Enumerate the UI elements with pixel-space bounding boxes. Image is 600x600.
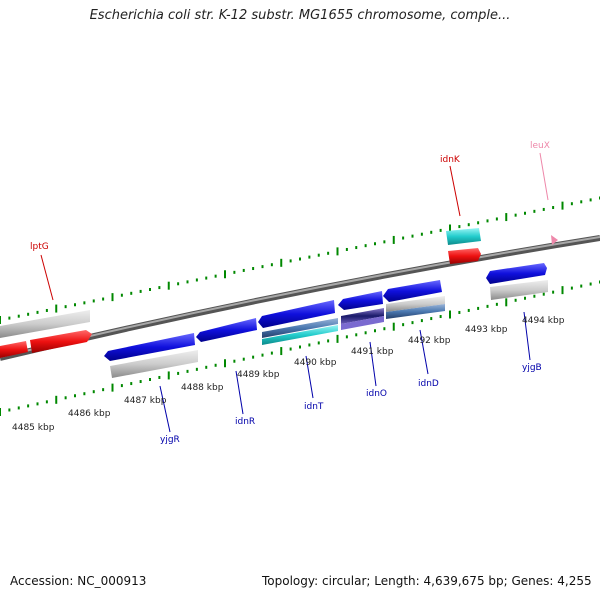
chromosome-backbone (0, 235, 600, 361)
scale-label: 4488 kbp (181, 383, 224, 393)
scale-label: 4492 kbp (408, 336, 451, 346)
scale-label: 4491 kbp (351, 347, 394, 357)
feature-idnk[interactable] (446, 228, 481, 264)
scale-label: 4493 kbp (465, 325, 508, 335)
feature-leux[interactable] (551, 235, 558, 245)
gene-label-yjgb[interactable]: yjgB (522, 363, 542, 373)
accession-text: Accession: NC_000913 (10, 574, 147, 588)
feature-idnr[interactable] (196, 318, 257, 342)
feature-lptg[interactable] (0, 330, 92, 358)
scale-labels: 4485 kbp 4486 kbp 4487 kbp 4488 kbp 4489… (12, 316, 565, 433)
feature-yjgr[interactable] (104, 333, 198, 378)
scale-label: 4485 kbp (12, 423, 55, 433)
gene-label-idnt[interactable]: idnT (304, 402, 324, 412)
scale-label: 4489 kbp (237, 370, 280, 380)
gene-label-idno[interactable]: idnO (366, 389, 387, 399)
feature-lptg-pseudo[interactable] (0, 310, 90, 338)
leader-lines (40, 152, 549, 433)
gene-label-idnk[interactable]: idnK (440, 155, 461, 165)
scale-label: 4487 kbp (124, 396, 167, 406)
tick-track-upper (0, 196, 600, 324)
map-title: Escherichia coli str. K-12 substr. MG165… (89, 8, 511, 23)
feature-idnd[interactable] (383, 280, 445, 319)
feature-idnt[interactable] (258, 300, 338, 345)
gene-label-idnr[interactable]: idnR (235, 417, 255, 427)
gene-label-lptg[interactable]: lptG (30, 242, 49, 252)
topology-text: Topology: circular; Length: 4,639,675 bp… (262, 574, 592, 588)
scale-label: 4490 kbp (294, 358, 337, 368)
scale-label: 4486 kbp (68, 409, 111, 419)
tick-track-lower (0, 280, 600, 416)
gene-label-yjgr[interactable]: yjgR (160, 435, 180, 445)
feature-idno[interactable] (338, 291, 384, 330)
gene-label-leux[interactable]: leuX (530, 141, 550, 151)
gene-label-idnd[interactable]: idnD (418, 379, 439, 389)
feature-yjgb[interactable] (486, 263, 548, 300)
scale-label: 4494 kbp (522, 316, 565, 326)
